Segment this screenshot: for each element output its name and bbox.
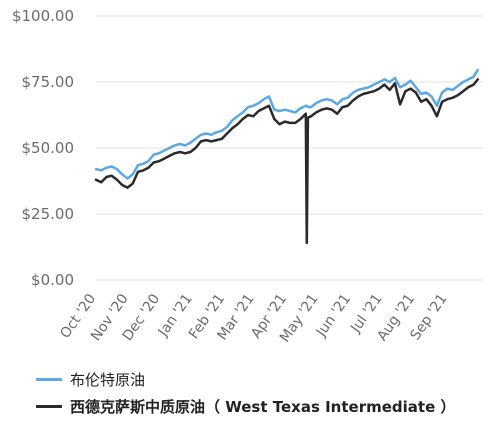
legend-item-wti: 西德克萨斯中质原油（ West Texas Intermediate ） [36, 396, 455, 417]
series-line-brent [94, 68, 480, 180]
series-line-wti [94, 78, 480, 245]
series-lines [94, 68, 480, 245]
x-tick-label: Jun '21 [313, 291, 354, 340]
y-tick-label: $0.00 [31, 271, 74, 289]
legend-swatch-brent [36, 378, 62, 381]
legend-label-wti: 西德克萨斯中质原油（ West Texas Intermediate ） [70, 398, 456, 416]
gridlines [96, 15, 483, 281]
y-axis-ticks: $0.00 $25.00 $50.00 $75.00 $100.00 [12, 7, 74, 289]
legend-item-brent: 布伦特原油 [36, 369, 145, 390]
y-tick-label: $75.00 [22, 73, 75, 91]
y-tick-label: $100.00 [12, 7, 74, 25]
legend-swatch-wti [36, 405, 62, 408]
y-tick-label: $25.00 [22, 205, 75, 223]
y-tick-label: $50.00 [22, 139, 75, 157]
legend-label-brent: 布伦特原油 [70, 371, 146, 389]
